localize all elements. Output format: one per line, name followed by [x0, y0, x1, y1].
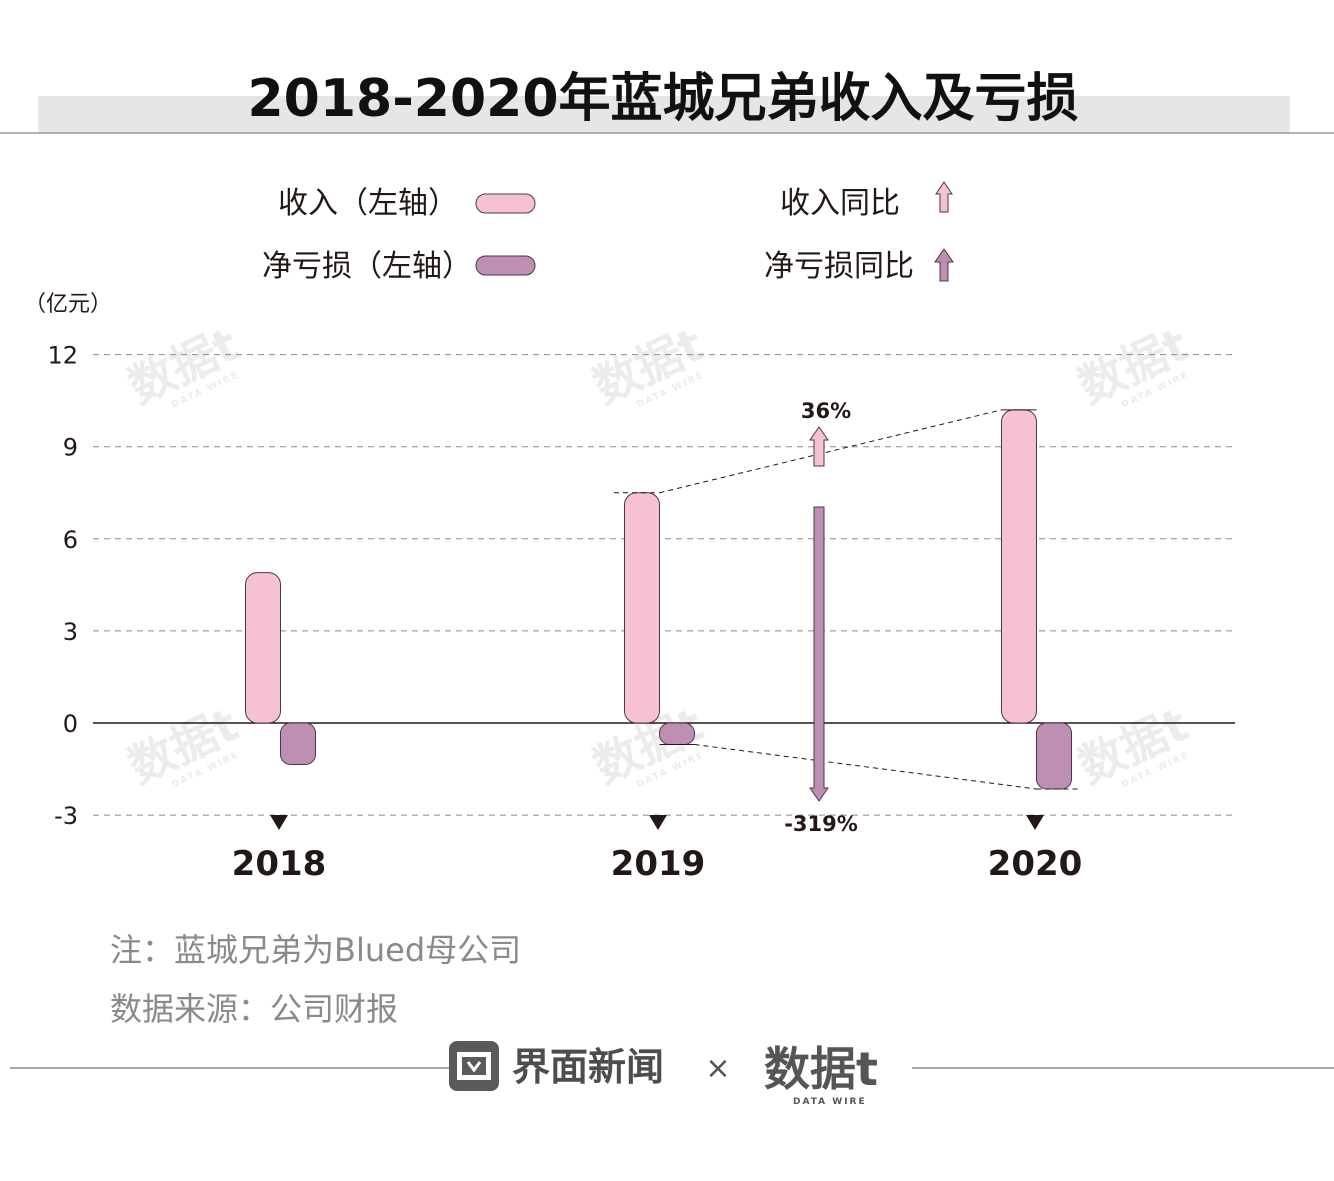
category-marker-icon — [270, 815, 288, 830]
brand-separator: × — [705, 1051, 730, 1086]
partner-logo: 数据t — [764, 1042, 878, 1096]
loss-bar — [1036, 722, 1072, 790]
brand-logo-icon — [449, 1041, 499, 1091]
category-marker-icon — [1026, 815, 1044, 830]
revenue-yoy-value: 36% — [801, 399, 851, 423]
category-label: 2019 — [611, 844, 706, 884]
brand-name: 界面新闻 — [512, 1045, 664, 1089]
loss-bar — [659, 722, 695, 745]
category-label: 2018 — [232, 844, 327, 884]
category-marker-icon — [649, 815, 667, 830]
legend-revenue-label: 收入（左轴） — [278, 186, 458, 221]
revenue-bar — [624, 492, 660, 724]
y-tick-label: 12 — [47, 342, 78, 370]
y-tick-label: 3 — [63, 618, 78, 646]
revenue-connector — [659, 409, 1002, 494]
legend: 收入（左轴） 净亏损（左轴） 收入同比 净亏损同比 — [262, 181, 954, 284]
y-tick-label: 0 — [63, 710, 78, 738]
revenue-bar — [245, 572, 281, 724]
legend-loss-label: 净亏损（左轴） — [262, 249, 472, 284]
loss-connector — [694, 743, 1037, 790]
legend-revenue-yoy-label: 收入同比 — [780, 186, 900, 221]
legend-revenue-yoy-arrow — [935, 181, 953, 213]
loss-yoy-value: -319% — [784, 812, 858, 836]
legend-loss-swatch — [475, 255, 536, 276]
revenue-yoy-arrow — [809, 426, 829, 467]
title-band — [38, 96, 1290, 134]
page-title: 2018-2020年蓝城兄弟收入及亏损 — [247, 69, 1078, 129]
legend-loss-yoy-arrow — [934, 248, 954, 282]
legend-loss-yoy-label: 净亏损同比 — [764, 249, 914, 284]
revenue-bar — [1001, 409, 1037, 724]
y-tick-label: -3 — [54, 802, 78, 830]
loss-yoy-arrow — [809, 506, 829, 802]
y-tick-label: 9 — [63, 434, 78, 462]
y-tick-label: 6 — [63, 526, 78, 554]
source-text: 数据来源：公司财报 — [110, 990, 398, 1028]
note-text: 注：蓝城兄弟为Blued母公司 — [110, 931, 521, 969]
partner-logo-sub: DATA WIRE — [793, 1097, 867, 1107]
y-axis-unit: （亿元） — [24, 292, 112, 317]
legend-revenue-swatch — [475, 193, 536, 214]
loss-bar — [280, 722, 316, 765]
category-label: 2020 — [988, 844, 1083, 884]
plot-area: 12 9 6 3 0 -3 36% -319% 2018 2019 2020 — [47, 342, 1235, 884]
